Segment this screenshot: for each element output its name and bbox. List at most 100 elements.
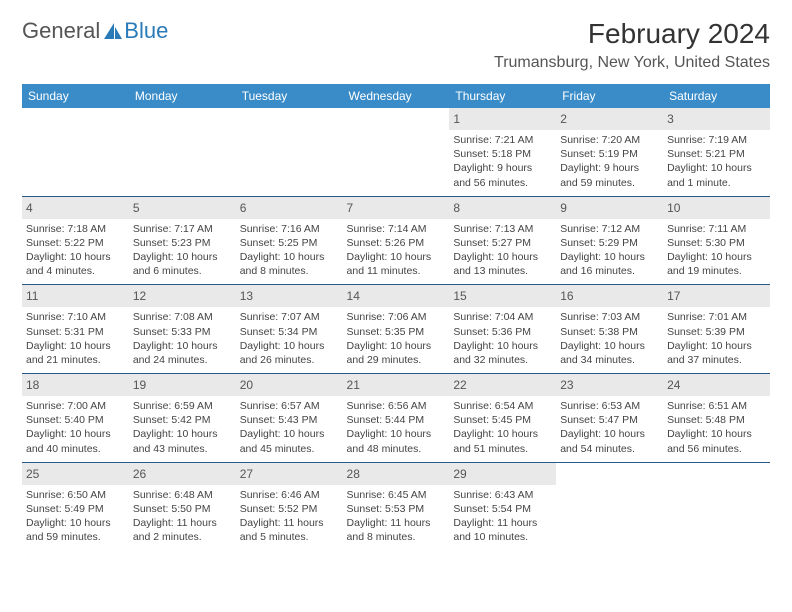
day-details: Sunrise: 6:43 AMSunset: 5:54 PMDaylight:… bbox=[453, 488, 552, 545]
day-number: 1 bbox=[453, 112, 460, 126]
day-details: Sunrise: 6:54 AMSunset: 5:45 PMDaylight:… bbox=[453, 399, 552, 456]
calendar-cell: 17 Sunrise: 7:01 AMSunset: 5:39 PMDayligh… bbox=[663, 285, 770, 374]
day-number-bar: 8 bbox=[449, 197, 556, 219]
logo: General Blue bbox=[22, 18, 168, 44]
day-number-bar: 18 bbox=[22, 374, 129, 396]
day-details: Sunrise: 7:08 AMSunset: 5:33 PMDaylight:… bbox=[133, 310, 232, 367]
day-details: Sunrise: 7:18 AMSunset: 5:22 PMDaylight:… bbox=[26, 222, 125, 279]
day-number: 23 bbox=[560, 378, 573, 392]
day-details: Sunrise: 6:59 AMSunset: 5:42 PMDaylight:… bbox=[133, 399, 232, 456]
day-header: Monday bbox=[129, 84, 236, 108]
day-number: 18 bbox=[26, 378, 39, 392]
header: General Blue February 2024 Trumansburg, … bbox=[22, 18, 770, 80]
calendar-cell bbox=[236, 108, 343, 196]
day-details: Sunrise: 7:00 AMSunset: 5:40 PMDaylight:… bbox=[26, 399, 125, 456]
location-text: Trumansburg, New York, United States bbox=[494, 54, 770, 72]
day-number-bar: 20 bbox=[236, 374, 343, 396]
day-details: Sunrise: 7:01 AMSunset: 5:39 PMDaylight:… bbox=[667, 310, 766, 367]
calendar-cell: 13 Sunrise: 7:07 AMSunset: 5:34 PMDayligh… bbox=[236, 285, 343, 374]
day-number: 9 bbox=[560, 201, 567, 215]
day-header: Friday bbox=[556, 84, 663, 108]
calendar-cell: 24Sunrise: 6:51 AMSunset: 5:48 PMDayligh… bbox=[663, 374, 770, 463]
day-details: Sunrise: 7:13 AMSunset: 5:27 PMDaylight:… bbox=[453, 222, 552, 279]
day-number: 4 bbox=[26, 201, 33, 215]
day-details: Sunrise: 7:07 AMSunset: 5:34 PMDaylight:… bbox=[240, 310, 339, 367]
calendar-cell: 27 Sunrise: 6:46 AMSunset: 5:52 PMDayligh… bbox=[236, 462, 343, 550]
day-number-bar: 7 bbox=[343, 197, 450, 219]
day-number: 7 bbox=[347, 201, 354, 215]
calendar-cell: 19 Sunrise: 6:59 AMSunset: 5:42 PMDayligh… bbox=[129, 374, 236, 463]
day-details: Sunrise: 7:19 AMSunset: 5:21 PMDaylight:… bbox=[667, 133, 766, 190]
calendar-cell bbox=[556, 462, 663, 550]
calendar-table: SundayMondayTuesdayWednesdayThursdayFrid… bbox=[22, 84, 770, 550]
calendar-cell: 18 Sunrise: 7:00 AMSunset: 5:40 PMDayligh… bbox=[22, 374, 129, 463]
day-number: 25 bbox=[26, 467, 39, 481]
calendar-cell bbox=[22, 108, 129, 196]
day-details: Sunrise: 6:57 AMSunset: 5:43 PMDaylight:… bbox=[240, 399, 339, 456]
day-details: Sunrise: 7:14 AMSunset: 5:26 PMDaylight:… bbox=[347, 222, 446, 279]
day-details: Sunrise: 6:50 AMSunset: 5:49 PMDaylight:… bbox=[26, 488, 125, 545]
day-details: Sunrise: 7:03 AMSunset: 5:38 PMDaylight:… bbox=[560, 310, 659, 367]
calendar-cell: 28 Sunrise: 6:45 AMSunset: 5:53 PMDayligh… bbox=[343, 462, 450, 550]
day-number: 6 bbox=[240, 201, 247, 215]
day-details: Sunrise: 7:06 AMSunset: 5:35 PMDaylight:… bbox=[347, 310, 446, 367]
calendar-cell: 16Sunrise: 7:03 AMSunset: 5:38 PMDayligh… bbox=[556, 285, 663, 374]
day-details: Sunrise: 6:53 AMSunset: 5:47 PMDaylight:… bbox=[560, 399, 659, 456]
day-number: 20 bbox=[240, 378, 253, 392]
calendar-cell: 10 Sunrise: 7:11 AMSunset: 5:30 PMDayligh… bbox=[663, 196, 770, 285]
day-number-bar: 22 bbox=[449, 374, 556, 396]
logo-text-general: General bbox=[22, 18, 100, 44]
day-details: Sunrise: 7:17 AMSunset: 5:23 PMDaylight:… bbox=[133, 222, 232, 279]
day-header: Sunday bbox=[22, 84, 129, 108]
calendar-cell bbox=[129, 108, 236, 196]
day-number: 19 bbox=[133, 378, 146, 392]
calendar-cell: 29 Sunrise: 6:43 AMSunset: 5:54 PMDayligh… bbox=[449, 462, 556, 550]
day-number: 11 bbox=[26, 289, 38, 303]
calendar-cell bbox=[663, 462, 770, 550]
day-number-bar: 29 bbox=[449, 463, 556, 485]
calendar-cell: 23 Sunrise: 6:53 AMSunset: 5:47 PMDayligh… bbox=[556, 374, 663, 463]
calendar-cell: 1Sunrise: 7:21 AMSunset: 5:18 PMDaylight… bbox=[449, 108, 556, 196]
calendar-cell: 22 Sunrise: 6:54 AMSunset: 5:45 PMDayligh… bbox=[449, 374, 556, 463]
calendar-cell: 15Sunrise: 7:04 AMSunset: 5:36 PMDayligh… bbox=[449, 285, 556, 374]
calendar-cell: 20 Sunrise: 6:57 AMSunset: 5:43 PMDayligh… bbox=[236, 374, 343, 463]
day-number: 24 bbox=[667, 378, 680, 392]
day-number: 14 bbox=[347, 289, 360, 303]
day-number: 13 bbox=[240, 289, 253, 303]
day-number: 27 bbox=[240, 467, 253, 481]
day-details: Sunrise: 7:11 AMSunset: 5:30 PMDaylight:… bbox=[667, 222, 766, 279]
day-number-bar: 24 bbox=[663, 374, 770, 396]
calendar-cell: 25 Sunrise: 6:50 AMSunset: 5:49 PMDayligh… bbox=[22, 462, 129, 550]
calendar-cell: 9 Sunrise: 7:12 AMSunset: 5:29 PMDaylight… bbox=[556, 196, 663, 285]
day-header: Wednesday bbox=[343, 84, 450, 108]
calendar-cell: 7 Sunrise: 7:14 AMSunset: 5:26 PMDaylight… bbox=[343, 196, 450, 285]
title-block: February 2024 Trumansburg, New York, Uni… bbox=[494, 18, 770, 80]
day-number-bar: 4 bbox=[22, 197, 129, 219]
day-number-bar: 14 bbox=[343, 285, 450, 307]
logo-text-blue: Blue bbox=[124, 18, 168, 44]
day-number-bar: 9 bbox=[556, 197, 663, 219]
day-number: 2 bbox=[560, 112, 567, 126]
calendar-cell: 14 Sunrise: 7:06 AMSunset: 5:35 PMDayligh… bbox=[343, 285, 450, 374]
day-details: Sunrise: 6:45 AMSunset: 5:53 PMDaylight:… bbox=[347, 488, 446, 545]
day-details: Sunrise: 6:46 AMSunset: 5:52 PMDaylight:… bbox=[240, 488, 339, 545]
day-number: 26 bbox=[133, 467, 146, 481]
day-number-bar: 1 bbox=[449, 108, 556, 130]
day-number-bar: 25 bbox=[22, 463, 129, 485]
day-number-bar: 15 bbox=[449, 285, 556, 307]
day-number-bar: 11 bbox=[22, 285, 129, 307]
day-details: Sunrise: 7:20 AMSunset: 5:19 PMDaylight:… bbox=[560, 133, 659, 190]
day-number-bar: 27 bbox=[236, 463, 343, 485]
day-number-bar: 13 bbox=[236, 285, 343, 307]
day-number-bar: 21 bbox=[343, 374, 450, 396]
day-number-bar: 10 bbox=[663, 197, 770, 219]
day-number: 28 bbox=[347, 467, 360, 481]
day-number: 12 bbox=[133, 289, 146, 303]
day-number-bar: 28 bbox=[343, 463, 450, 485]
day-number-bar: 17 bbox=[663, 285, 770, 307]
calendar-cell: 6 Sunrise: 7:16 AMSunset: 5:25 PMDaylight… bbox=[236, 196, 343, 285]
day-details: Sunrise: 7:16 AMSunset: 5:25 PMDaylight:… bbox=[240, 222, 339, 279]
day-details: Sunrise: 7:12 AMSunset: 5:29 PMDaylight:… bbox=[560, 222, 659, 279]
calendar-header-row: SundayMondayTuesdayWednesdayThursdayFrid… bbox=[22, 84, 770, 108]
calendar-cell: 12 Sunrise: 7:08 AMSunset: 5:33 PMDayligh… bbox=[129, 285, 236, 374]
